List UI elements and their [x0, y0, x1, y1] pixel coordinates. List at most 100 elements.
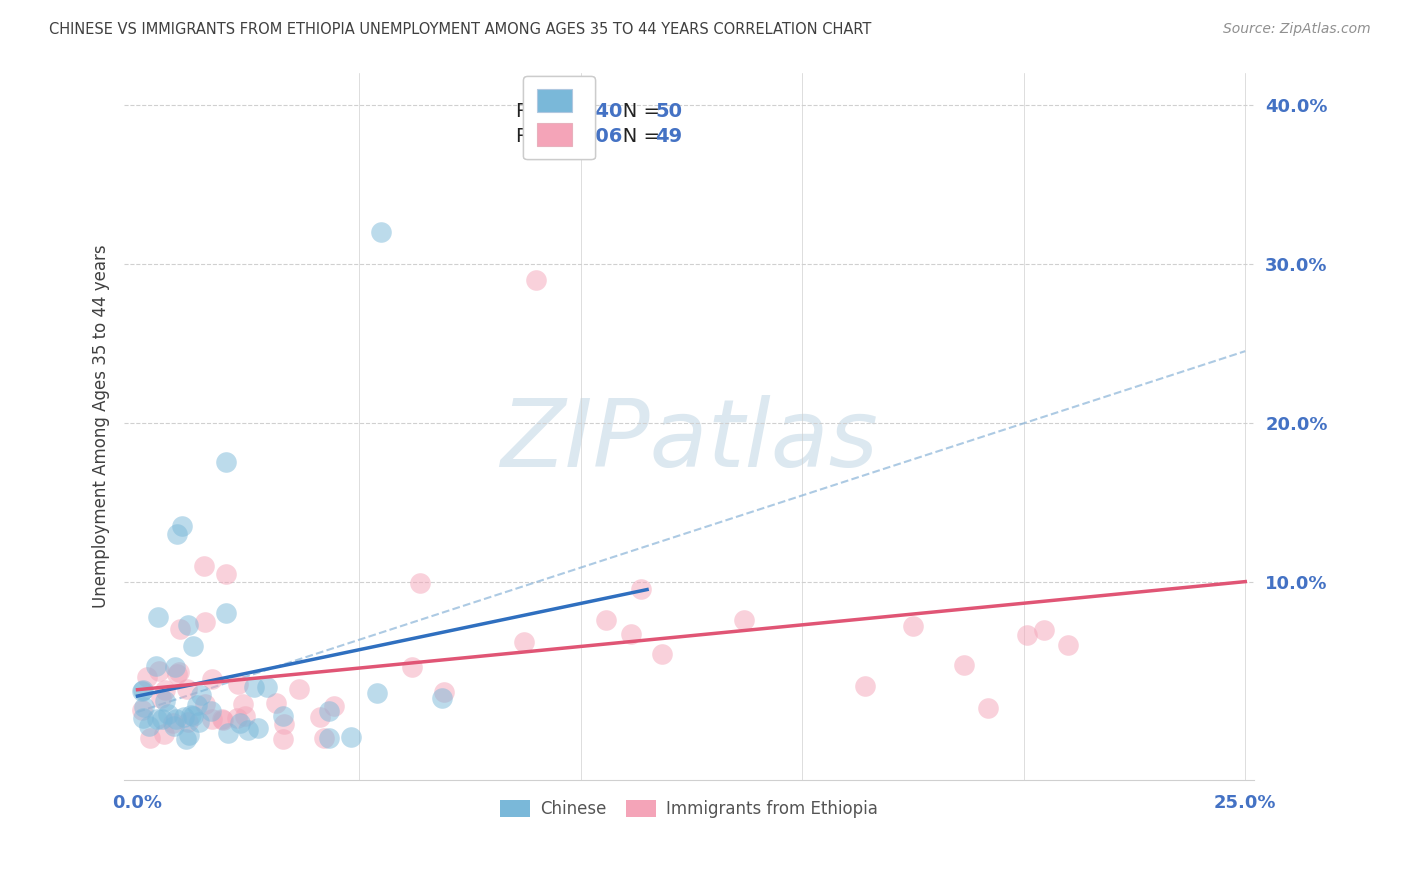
Point	[264, 697, 287, 711]
Point	[166, 527, 188, 541]
Point	[173, 709, 195, 723]
Text: 49: 49	[655, 128, 682, 146]
Point	[156, 707, 179, 722]
Legend: Chinese, Immigrants from Ethiopia: Chinese, Immigrants from Ethiopia	[494, 794, 884, 825]
Point	[650, 648, 672, 662]
Text: N =: N =	[605, 128, 666, 146]
Point	[215, 455, 238, 469]
Point	[312, 731, 335, 746]
Point	[155, 683, 177, 698]
Point	[256, 680, 278, 694]
Point	[179, 728, 201, 742]
Point	[243, 680, 266, 694]
Point	[163, 719, 186, 733]
Y-axis label: Unemployment Among Ages 35 to 44 years: Unemployment Among Ages 35 to 44 years	[93, 244, 110, 608]
Point	[150, 690, 173, 705]
Point	[215, 566, 238, 581]
Point	[181, 709, 204, 723]
Point	[211, 713, 233, 727]
Point	[217, 725, 239, 739]
Point	[901, 619, 924, 633]
Point	[1017, 628, 1039, 642]
Point	[370, 225, 392, 239]
Point	[630, 582, 652, 596]
Point	[273, 716, 295, 731]
Point	[132, 711, 155, 725]
Point	[162, 716, 184, 731]
Point	[163, 660, 186, 674]
Point	[136, 670, 159, 684]
Point	[152, 727, 174, 741]
Point	[177, 618, 200, 632]
Point	[165, 712, 187, 726]
Point	[132, 683, 155, 698]
Point	[211, 712, 233, 726]
Point	[200, 704, 222, 718]
Point	[188, 715, 211, 730]
Point	[131, 684, 153, 698]
Point	[433, 684, 456, 698]
Point	[318, 731, 340, 746]
Point	[733, 614, 755, 628]
Point	[225, 711, 247, 725]
Point	[215, 607, 238, 621]
Point	[322, 698, 344, 713]
Text: N =: N =	[605, 103, 666, 121]
Point	[167, 665, 190, 680]
Point	[180, 708, 202, 723]
Point	[138, 731, 160, 745]
Point	[190, 688, 212, 702]
Point	[169, 622, 191, 636]
Text: ZIPatlas: ZIPatlas	[501, 395, 879, 486]
Point	[620, 626, 643, 640]
Text: CHINESE VS IMMIGRANTS FROM ETHIOPIA UNEMPLOYMENT AMONG AGES 35 TO 44 YEARS CORRE: CHINESE VS IMMIGRANTS FROM ETHIOPIA UNEM…	[49, 22, 872, 37]
Point	[138, 719, 160, 733]
Point	[233, 709, 256, 723]
Point	[153, 693, 176, 707]
Point	[181, 640, 204, 654]
Text: R =: R =	[516, 103, 558, 121]
Text: Source: ZipAtlas.com: Source: ZipAtlas.com	[1223, 22, 1371, 37]
Point	[177, 714, 200, 729]
Point	[271, 709, 294, 723]
Point	[287, 681, 309, 696]
Point	[145, 712, 167, 726]
Point	[201, 672, 224, 686]
Point	[229, 716, 252, 731]
Point	[193, 558, 215, 573]
Point	[953, 658, 976, 673]
Point	[1057, 638, 1080, 652]
Point	[226, 677, 249, 691]
Point	[271, 731, 294, 746]
Text: 50: 50	[655, 103, 682, 121]
Point	[409, 575, 432, 590]
Point	[201, 712, 224, 726]
Point	[174, 731, 197, 746]
Text: 0.240: 0.240	[561, 103, 623, 121]
Point	[318, 704, 340, 718]
Point	[131, 702, 153, 716]
Point	[401, 659, 423, 673]
Point	[232, 697, 254, 711]
Point	[309, 709, 332, 723]
Point	[366, 686, 388, 700]
Point	[977, 700, 1000, 714]
Point	[132, 699, 155, 714]
Point	[194, 615, 217, 629]
Point	[595, 613, 617, 627]
Point	[186, 698, 208, 712]
Point	[148, 664, 170, 678]
Point	[853, 679, 876, 693]
Point	[513, 635, 536, 649]
Text: 0.206: 0.206	[561, 128, 623, 146]
Point	[1032, 623, 1054, 637]
Point	[238, 723, 260, 737]
Point	[176, 681, 198, 696]
Point	[145, 658, 167, 673]
Point	[152, 712, 174, 726]
Text: R =: R =	[516, 128, 558, 146]
Point	[524, 272, 547, 286]
Point	[170, 519, 193, 533]
Point	[148, 610, 170, 624]
Point	[247, 721, 270, 735]
